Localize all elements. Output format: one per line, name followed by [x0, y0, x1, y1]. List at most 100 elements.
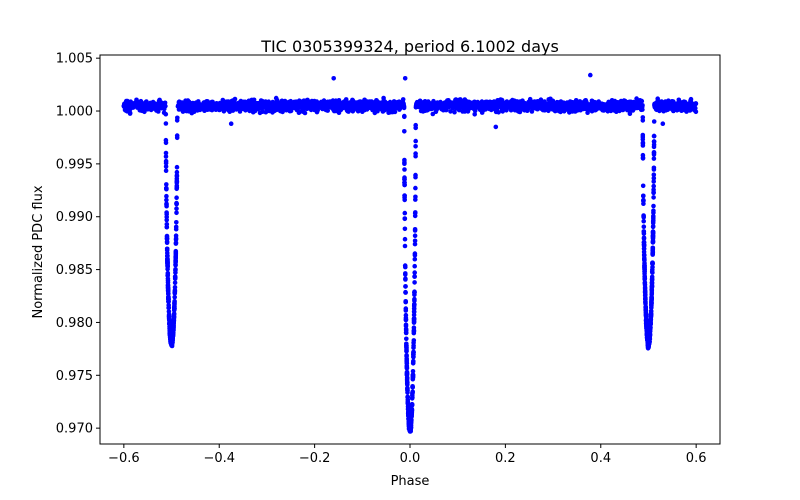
- data-point: [163, 111, 169, 117]
- y-axis-label: Normalized PDC flux: [31, 185, 46, 318]
- data-point: [173, 267, 178, 272]
- data-point: [640, 155, 646, 161]
- data-point: [273, 95, 279, 101]
- data-point: [687, 102, 692, 108]
- data-point: [641, 193, 646, 199]
- data-point: [402, 129, 407, 134]
- data-point: [413, 138, 419, 144]
- x-tick-label: −0.4: [203, 451, 235, 466]
- data-point: [411, 354, 416, 360]
- data-point: [247, 100, 253, 105]
- data-point: [165, 256, 170, 261]
- data-point: [644, 325, 649, 331]
- data-point: [531, 102, 537, 107]
- data-point: [646, 339, 651, 345]
- chart-title: TIC 0305399324, period 6.1002 days: [260, 37, 559, 56]
- data-point: [163, 168, 169, 173]
- data-point: [651, 133, 657, 139]
- data-point: [456, 107, 462, 113]
- data-point: [651, 119, 657, 124]
- data-point: [651, 172, 657, 177]
- data-point: [174, 133, 180, 138]
- outlier-point: [331, 76, 337, 81]
- data-point: [399, 103, 405, 108]
- x-tick-label: −0.6: [108, 451, 140, 466]
- data-point: [404, 348, 409, 354]
- data-point: [355, 102, 361, 108]
- data-point: [310, 103, 316, 108]
- data-point: [418, 100, 424, 106]
- data-point: [174, 210, 179, 216]
- data-point: [613, 103, 618, 109]
- data-point: [649, 276, 655, 282]
- data-point: [484, 99, 490, 105]
- data-point: [174, 164, 180, 170]
- data-point: [127, 111, 133, 116]
- data-point: [209, 99, 215, 105]
- data-point: [412, 238, 418, 244]
- data-point: [645, 335, 650, 340]
- data-point: [412, 227, 418, 232]
- data-point: [405, 404, 411, 409]
- data-point: [643, 308, 649, 313]
- data-point: [641, 215, 646, 220]
- data-point: [174, 206, 179, 211]
- data-point: [412, 213, 418, 219]
- data-point: [632, 105, 637, 111]
- data-point: [185, 104, 190, 110]
- data-point: [650, 264, 655, 270]
- data-point: [483, 105, 488, 111]
- data-point: [618, 99, 623, 105]
- x-axis-label: Phase: [391, 474, 430, 489]
- data-point: [421, 105, 427, 111]
- data-point: [412, 296, 417, 302]
- data-point: [414, 99, 420, 105]
- y-axis-ticks: 0.970 0.975 0.980 0.985 0.990 0.995 1.000 1.005: [56, 52, 100, 437]
- data-point: [495, 102, 500, 108]
- outlier-point: [228, 121, 234, 126]
- data-point: [275, 105, 280, 111]
- data-point: [220, 107, 226, 112]
- data-point: [641, 252, 647, 257]
- data-point: [642, 265, 647, 270]
- data-point: [166, 313, 172, 318]
- data-point: [214, 102, 220, 107]
- data-point: [627, 105, 633, 110]
- data-point: [286, 105, 292, 110]
- data-point: [404, 345, 409, 351]
- data-point: [649, 305, 654, 311]
- data-point: [165, 272, 171, 278]
- data-point: [651, 190, 656, 196]
- data-point: [163, 137, 169, 143]
- data-point: [226, 107, 231, 113]
- data-point: [648, 326, 653, 331]
- data-point: [402, 243, 408, 249]
- outlier-point: [402, 76, 408, 81]
- data-point: [327, 99, 333, 104]
- data-point: [446, 98, 451, 103]
- data-point: [404, 352, 409, 358]
- data-point: [641, 246, 647, 251]
- data-point: [164, 193, 169, 199]
- data-point: [392, 109, 398, 115]
- data-point: [621, 98, 627, 103]
- data-point: [143, 106, 149, 111]
- data-point: [412, 280, 417, 285]
- data-point: [165, 259, 170, 265]
- data-point: [688, 96, 694, 102]
- data-point: [413, 122, 419, 128]
- data-point: [412, 256, 418, 262]
- data-point: [413, 210, 418, 215]
- data-point: [410, 385, 416, 390]
- data-point: [620, 103, 625, 108]
- data-point: [163, 158, 169, 164]
- outlier-point: [660, 121, 666, 126]
- data-point: [663, 108, 669, 113]
- data-point: [651, 167, 657, 172]
- data-point: [581, 103, 587, 108]
- data-point: [184, 108, 189, 114]
- data-point: [643, 299, 648, 305]
- data-point: [634, 96, 639, 101]
- data-point: [295, 106, 300, 111]
